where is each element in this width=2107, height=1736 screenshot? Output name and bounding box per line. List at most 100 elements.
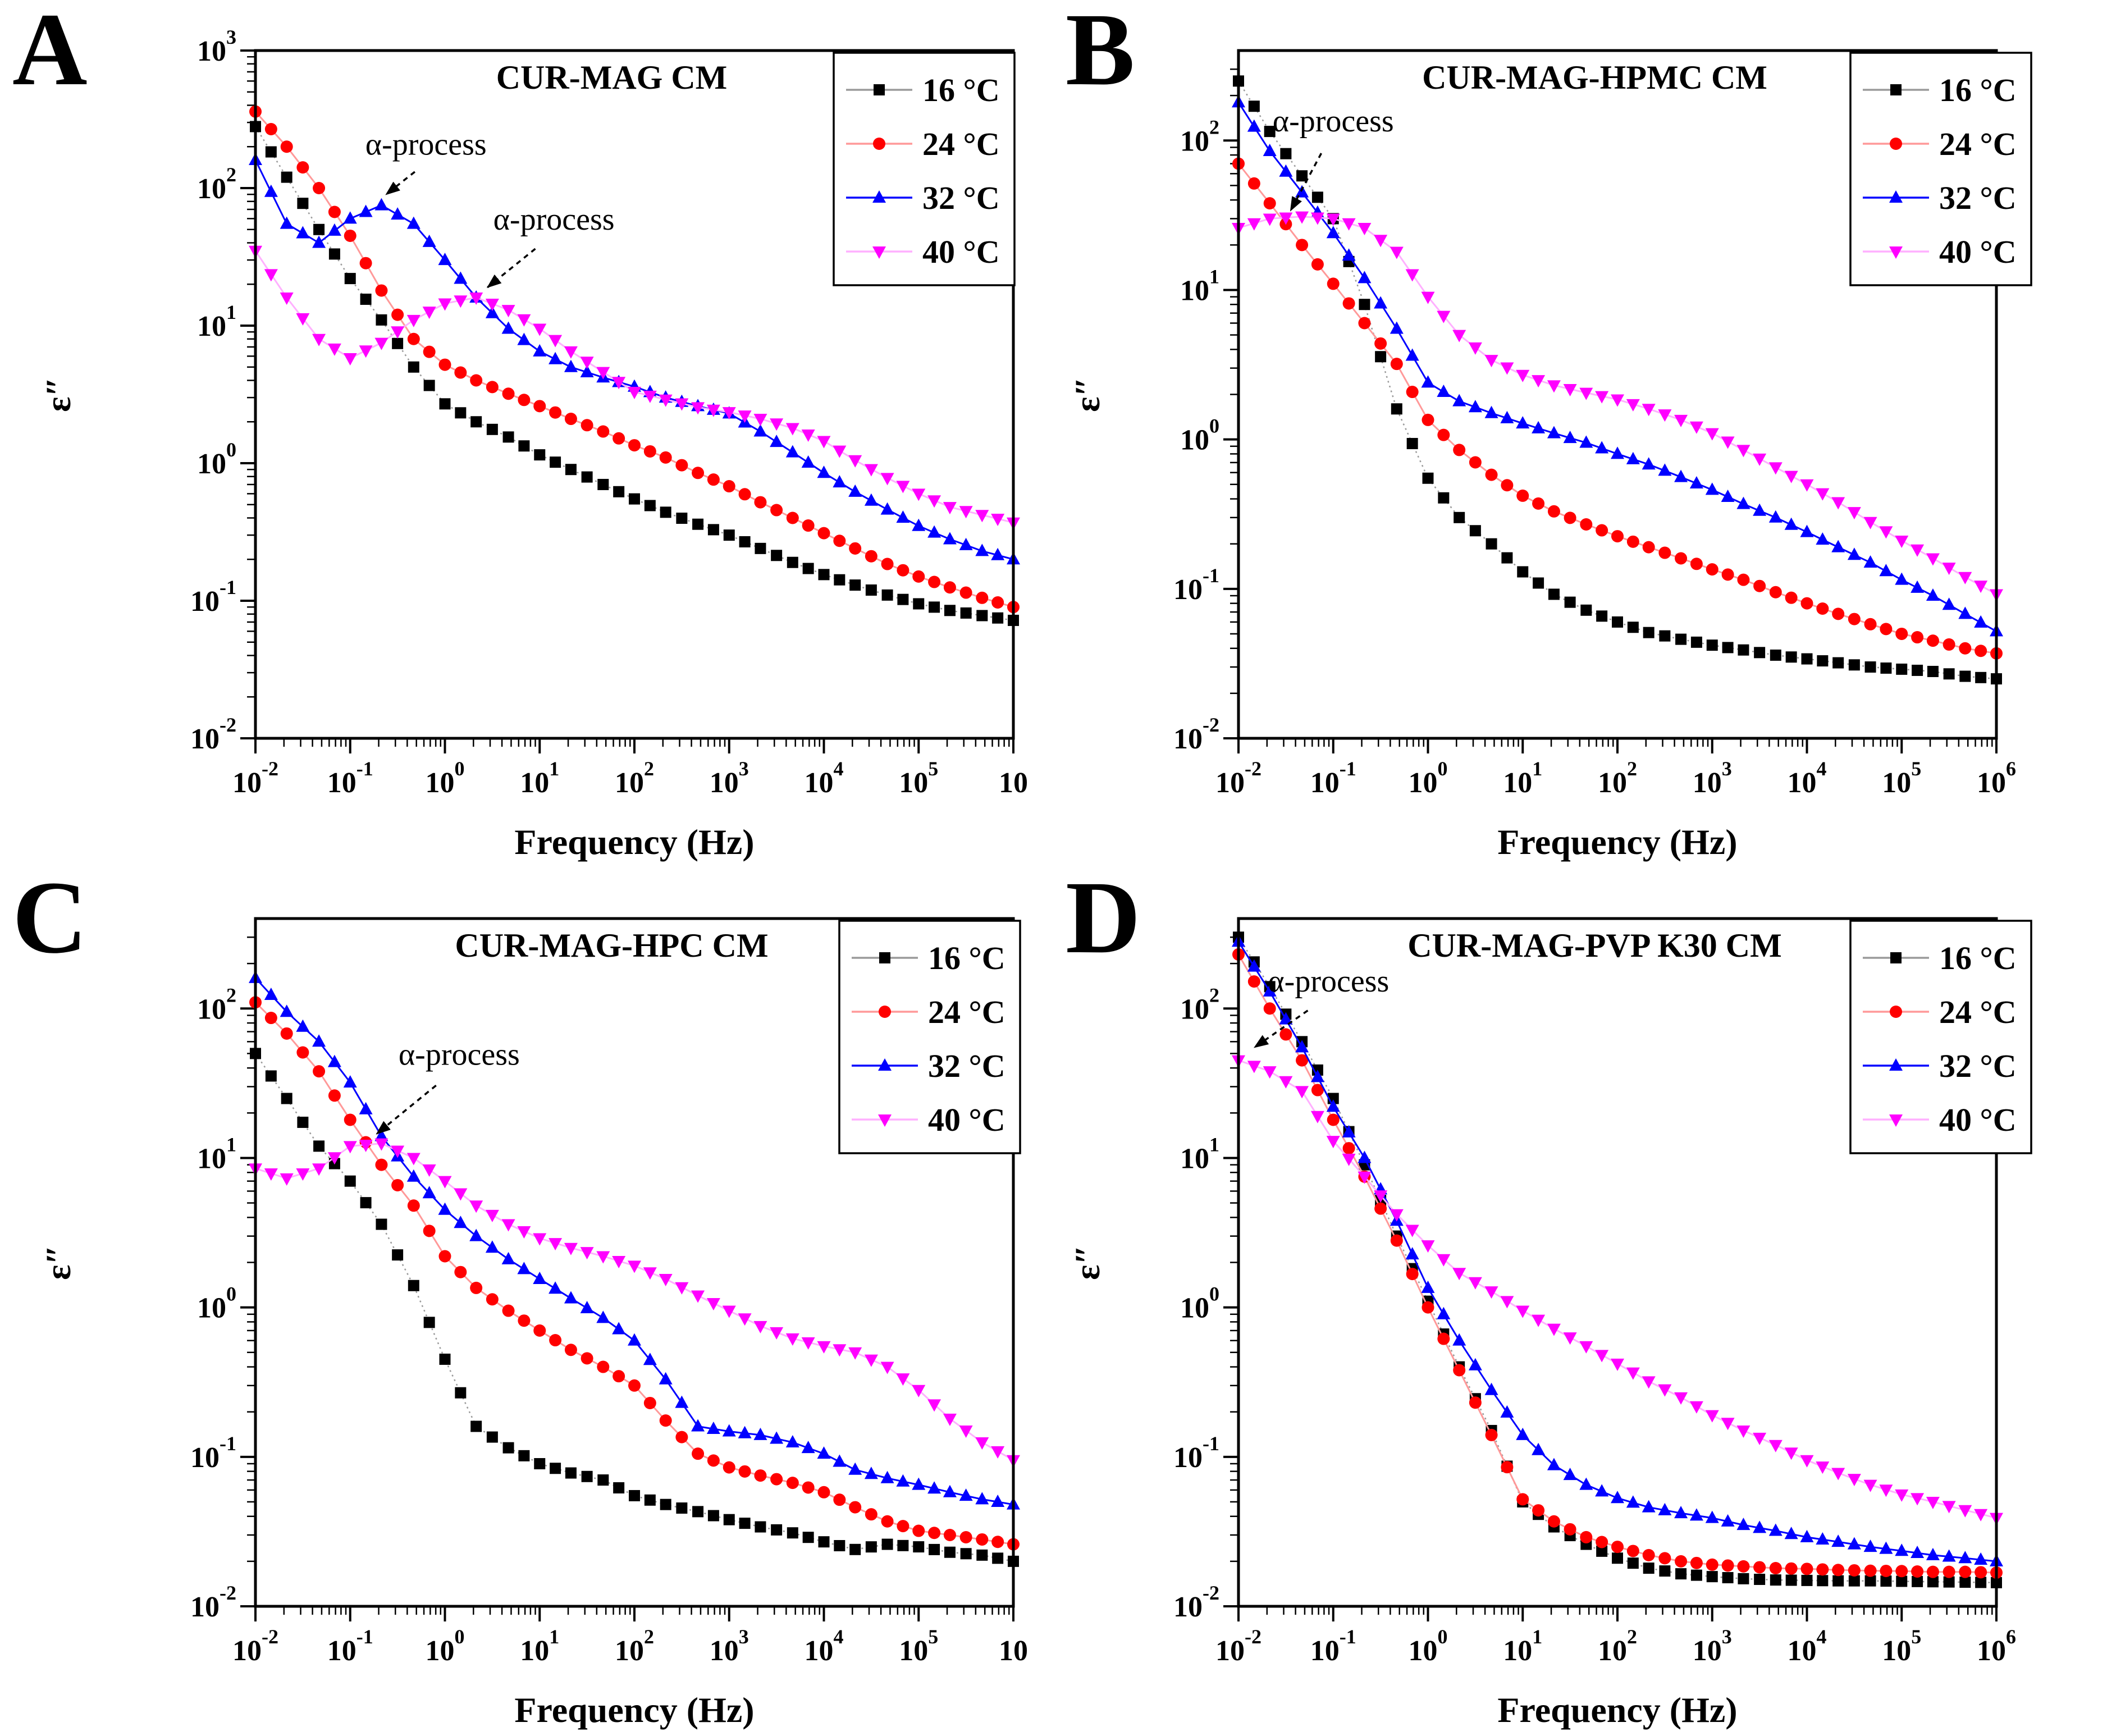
circle-marker bbox=[659, 1414, 672, 1427]
circle-marker bbox=[675, 459, 688, 472]
square-marker bbox=[881, 589, 893, 601]
square-marker bbox=[834, 574, 845, 586]
triangle-down-marker bbox=[1437, 310, 1451, 323]
circle-marker bbox=[865, 1508, 877, 1521]
axis-tick-label: 104 bbox=[805, 757, 844, 799]
triangle-up-marker bbox=[312, 1034, 326, 1047]
legend: 16 °C 24 °C 32 °C 40 °C bbox=[833, 52, 1016, 286]
circle-marker bbox=[375, 1158, 388, 1171]
triangle-down-marker bbox=[1326, 213, 1340, 226]
triangle-down-marker bbox=[659, 394, 673, 407]
circle-marker bbox=[723, 480, 735, 493]
triangle-up-marker bbox=[580, 1300, 594, 1313]
alpha-process-annotation: α-process bbox=[399, 1038, 520, 1072]
square-marker bbox=[960, 607, 972, 619]
triangle-down-marker bbox=[770, 418, 784, 431]
triangle-up-marker bbox=[1547, 426, 1561, 438]
circle-marker bbox=[1880, 1564, 1893, 1577]
square-marker bbox=[1722, 642, 1734, 654]
square-marker bbox=[423, 380, 435, 391]
triangle-down-marker bbox=[753, 1321, 767, 1333]
square-marker bbox=[1706, 1571, 1718, 1583]
triangle-down-marker bbox=[1674, 414, 1688, 427]
triangle-down-marker bbox=[1247, 218, 1261, 231]
circle-marker bbox=[928, 1527, 941, 1539]
axis-tick-label: 101 bbox=[1180, 265, 1219, 307]
triangle-up-marker bbox=[1674, 469, 1688, 482]
triangle-up-marker bbox=[1863, 555, 1877, 568]
triangle-down-marker bbox=[1958, 1505, 1972, 1518]
circle-marker bbox=[1658, 1552, 1671, 1565]
triangle-down-marker bbox=[943, 502, 957, 515]
circle-marker bbox=[1611, 1541, 1624, 1554]
triangle-up-marker bbox=[1484, 1382, 1498, 1395]
triangle-up-marker bbox=[1326, 1099, 1340, 1112]
axis-tick-label: 102 bbox=[197, 984, 236, 1025]
triangle-down-marker bbox=[296, 1168, 310, 1181]
triangle-down-marker bbox=[896, 481, 910, 494]
square-marker bbox=[1391, 403, 1402, 415]
circle-marker bbox=[802, 519, 815, 532]
square-marker bbox=[1832, 1575, 1844, 1587]
triangle-down-marker bbox=[422, 307, 436, 319]
circle-marker bbox=[833, 534, 846, 547]
triangle-down-marker bbox=[438, 1176, 452, 1189]
square-marker bbox=[976, 610, 988, 622]
circle-marker bbox=[707, 473, 720, 486]
square-marker bbox=[613, 486, 625, 497]
triangle-up-marker bbox=[912, 518, 926, 531]
triangle-up-marker bbox=[1279, 1012, 1293, 1025]
circle-marker bbox=[1926, 1565, 1939, 1578]
circle-marker bbox=[1247, 975, 1260, 988]
triangle-up-marker bbox=[1889, 190, 1903, 203]
triangle-down-marker bbox=[1768, 1440, 1783, 1452]
triangle-up-marker bbox=[549, 351, 563, 364]
triangle-down-marker bbox=[896, 1373, 910, 1386]
triangle-down-marker bbox=[1563, 1332, 1577, 1345]
square-marker bbox=[787, 1527, 798, 1539]
triangle-up-marker bbox=[1579, 435, 1593, 448]
axis-tick-label: 104 bbox=[805, 1625, 844, 1667]
circle-marker bbox=[897, 564, 909, 577]
circle-marker bbox=[943, 581, 956, 594]
triangle-down-marker bbox=[785, 423, 799, 436]
triangle-up-marker bbox=[1658, 463, 1672, 476]
circle-marker bbox=[1880, 623, 1893, 636]
square-marker bbox=[1896, 1575, 1908, 1587]
axis-tick-label: 100 bbox=[197, 1283, 236, 1324]
triangle-down-marker bbox=[738, 1313, 752, 1326]
series-16 °C bbox=[250, 121, 1019, 626]
triangle-down-marker bbox=[1532, 375, 1546, 388]
axis-tick-label: 103 bbox=[197, 26, 236, 67]
triangle-up-marker bbox=[1689, 476, 1703, 489]
triangle-up-marker bbox=[580, 365, 594, 378]
axis-tick-label: 105 bbox=[1882, 1625, 1921, 1667]
circle-marker bbox=[1911, 1565, 1924, 1578]
square-marker bbox=[849, 579, 861, 591]
square-marker bbox=[1548, 588, 1560, 600]
axis-tick-label: 102 bbox=[615, 757, 654, 799]
circle-marker bbox=[1580, 1531, 1593, 1543]
triangle-down-marker bbox=[469, 292, 483, 305]
square-marker bbox=[1770, 1574, 1781, 1586]
triangle-up-marker bbox=[1926, 588, 1940, 601]
triangle-up-marker bbox=[1452, 1333, 1466, 1346]
square-marker bbox=[1533, 577, 1544, 589]
circle-marker bbox=[873, 138, 885, 150]
square-marker bbox=[1596, 610, 1608, 622]
circle-marker bbox=[817, 527, 830, 540]
triangle-up-marker bbox=[374, 1129, 389, 1141]
triangle-down-marker bbox=[959, 506, 973, 519]
triangle-up-marker bbox=[422, 234, 436, 247]
circle-marker bbox=[1596, 524, 1608, 537]
x-axis-label: Frequency (Hz) bbox=[514, 1690, 754, 1730]
square-marker bbox=[944, 605, 956, 616]
series-line bbox=[255, 1143, 1014, 1461]
circle-marker bbox=[454, 366, 467, 379]
triangle-down-marker bbox=[872, 246, 886, 259]
circle-marker bbox=[1485, 1428, 1498, 1441]
panel-title: CUR-MAG-PVP K30 CM bbox=[1407, 927, 1782, 964]
square-marker bbox=[1880, 662, 1892, 674]
triangle-down-marker bbox=[485, 299, 499, 312]
square-marker bbox=[1722, 1571, 1734, 1583]
